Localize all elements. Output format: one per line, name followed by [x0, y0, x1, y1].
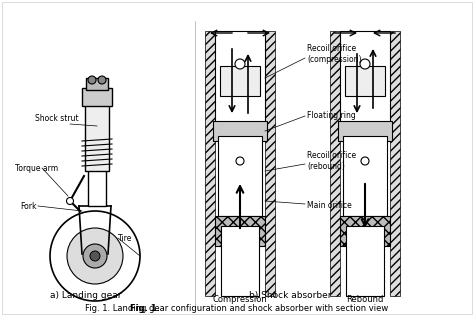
- Circle shape: [66, 198, 73, 204]
- Bar: [85, 96, 109, 171]
- Circle shape: [235, 59, 245, 69]
- Bar: [215, 31, 265, 126]
- Text: Torque arm: Torque arm: [15, 164, 58, 173]
- Bar: [345, 66, 385, 96]
- Text: Recoil orifice
(compression): Recoil orifice (compression): [307, 44, 362, 64]
- Text: Main orifice: Main orifice: [307, 202, 352, 210]
- Text: Shock strut: Shock strut: [35, 114, 79, 123]
- Text: Recoil orifice
(rebound): Recoil orifice (rebound): [307, 151, 356, 171]
- Bar: [215, 216, 265, 246]
- Bar: [221, 226, 259, 296]
- Text: Tire: Tire: [118, 234, 132, 243]
- Circle shape: [83, 244, 107, 268]
- Bar: [340, 216, 390, 246]
- Circle shape: [361, 157, 369, 165]
- Bar: [88, 161, 106, 206]
- Bar: [346, 226, 384, 296]
- Bar: [338, 121, 392, 141]
- Text: a) Landing gear: a) Landing gear: [50, 291, 121, 300]
- Bar: [218, 136, 262, 216]
- Circle shape: [90, 251, 100, 261]
- Bar: [220, 66, 260, 96]
- Circle shape: [67, 228, 123, 284]
- Bar: [330, 31, 340, 296]
- Text: b) Shock absorber: b) Shock absorber: [249, 291, 331, 300]
- Bar: [86, 78, 108, 90]
- Text: Floating ring: Floating ring: [307, 112, 356, 120]
- Text: Fig. 1.: Fig. 1.: [130, 304, 160, 313]
- Text: Rebound: Rebound: [346, 295, 383, 304]
- Bar: [82, 88, 112, 106]
- Circle shape: [236, 157, 244, 165]
- Bar: [343, 136, 387, 216]
- Text: Fork: Fork: [20, 202, 36, 211]
- Text: Compression: Compression: [213, 295, 267, 304]
- Bar: [205, 31, 215, 296]
- Bar: [213, 121, 267, 141]
- Bar: [390, 31, 400, 296]
- Circle shape: [88, 76, 96, 84]
- Bar: [340, 31, 390, 126]
- Circle shape: [98, 76, 106, 84]
- Bar: [265, 31, 275, 296]
- Circle shape: [360, 59, 370, 69]
- Circle shape: [50, 211, 140, 301]
- Text: Fig. 1. Landing gear configuration and shock absorber with section view: Fig. 1. Landing gear configuration and s…: [85, 304, 389, 313]
